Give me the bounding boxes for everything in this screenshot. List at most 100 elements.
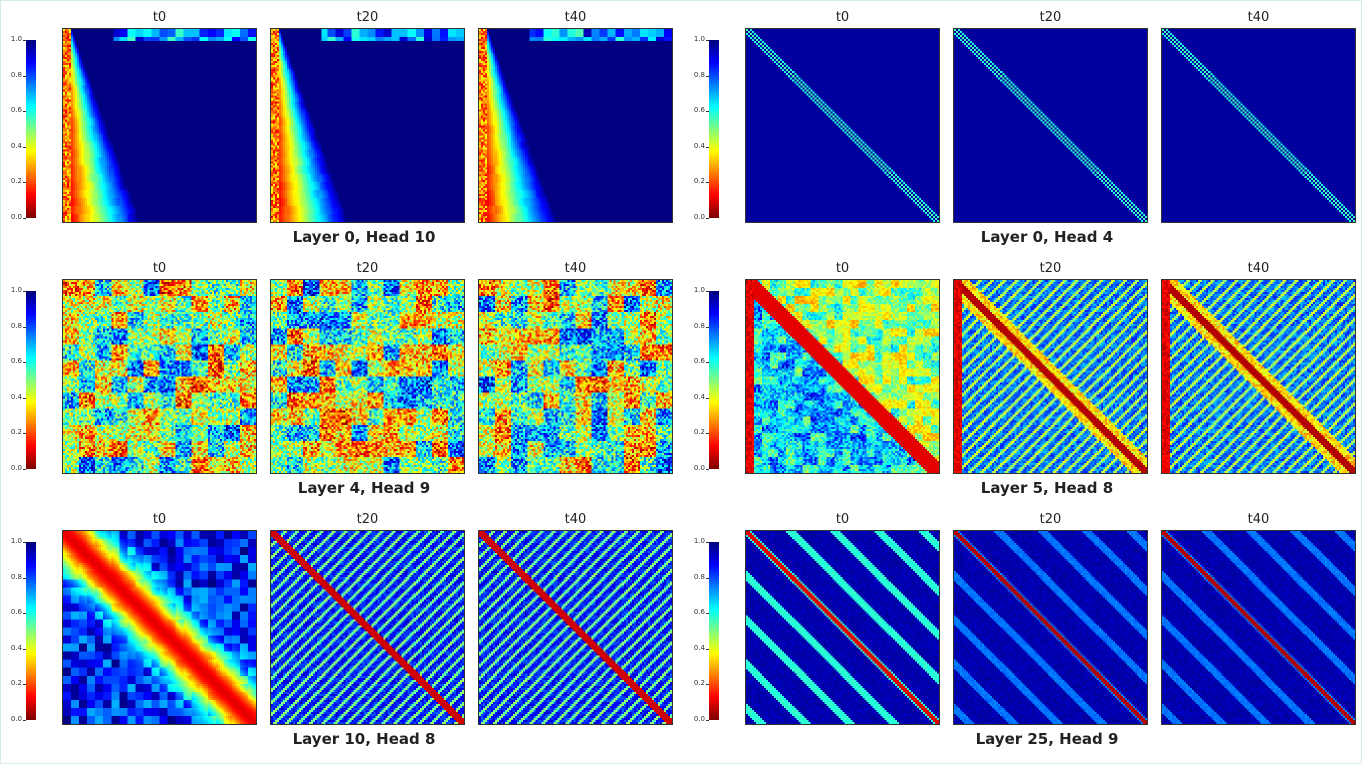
colorbar-tick — [706, 291, 709, 292]
heatmap-panel — [478, 279, 673, 474]
colorbar — [709, 542, 719, 720]
colorbar-tick-label: 0.2 — [10, 177, 22, 186]
heatmap-cells — [63, 531, 256, 724]
colorbar-tick-label: 0.6 — [693, 357, 705, 366]
colorbar-tick — [23, 613, 26, 615]
panel-title: t0 — [835, 261, 850, 276]
panel-title: t0 — [152, 10, 167, 25]
heatmap-cells — [479, 531, 672, 724]
heatmap-cells — [746, 531, 939, 724]
colorbar-tick-label: 0.8 — [10, 321, 22, 330]
panel-title: t20 — [1039, 512, 1062, 527]
colorbar-tick-label: 0.8 — [693, 572, 705, 581]
colorbar-tick-label: 0.4 — [10, 141, 22, 150]
panel-title: t20 — [356, 261, 379, 276]
colorbar-tick — [706, 40, 709, 41]
panel-title: t0 — [835, 512, 850, 527]
heatmap-cells — [746, 29, 939, 222]
heatmap-group: 0.0 0.2 0.4 0.6 0.8 1.0 t0 t20 t40 Layer 25, Head… — [683, 502, 1362, 753]
colorbar-tick — [23, 146, 26, 148]
colorbar-tick-label: 0.0 — [693, 464, 705, 472]
colorbar-tick — [23, 75, 26, 77]
heatmap-group: 0.0 0.2 0.4 0.6 0.8 1.0 t0 t20 t40 Layer 4, Head … — [0, 251, 679, 502]
panel-title: t0 — [152, 512, 167, 527]
heatmap-panel — [953, 530, 1148, 725]
colorbar-tick-label: 0.6 — [693, 106, 705, 115]
colorbar — [709, 40, 719, 218]
panel-title: t40 — [564, 512, 587, 527]
panel-title: t20 — [356, 10, 379, 25]
colorbar-tick — [706, 542, 709, 543]
heatmap-panel — [745, 530, 940, 725]
colorbar-tick — [23, 218, 26, 219]
colorbar-tick-label: 0.6 — [10, 357, 22, 366]
heatmap-cells — [954, 29, 1147, 222]
panel-title: t0 — [835, 10, 850, 25]
colorbar-tick — [23, 469, 26, 470]
colorbar-tick — [23, 40, 26, 41]
colorbar-tick — [706, 75, 709, 77]
heatmap-panel — [953, 28, 1148, 223]
colorbar-tick — [706, 146, 709, 148]
panel-title: t40 — [564, 261, 587, 276]
heatmap-group-title: Layer 25, Head 9 — [975, 730, 1119, 748]
colorbar-tick — [23, 326, 26, 328]
heatmap-cells — [271, 280, 464, 473]
colorbar-tick-label: 0.6 — [10, 608, 22, 617]
heatmap-group: 0.0 0.2 0.4 0.6 0.8 1.0 t0 t20 t40 Layer 0, Head … — [0, 0, 679, 251]
heatmap-group: 0.0 0.2 0.4 0.6 0.8 1.0 t0 t20 t40 Layer 10, Head… — [0, 502, 679, 753]
colorbar-tick-label: 0.2 — [693, 428, 705, 437]
heatmap-cells — [1162, 531, 1355, 724]
colorbar-tick — [23, 362, 26, 364]
colorbar-tick-label: 0.2 — [10, 679, 22, 688]
colorbar-tick-label: 0.6 — [10, 106, 22, 115]
colorbar-tick-label: 1.0 — [10, 35, 22, 43]
colorbar-tick-label: 0.0 — [10, 715, 22, 723]
colorbar-tick-label: 0.8 — [10, 70, 22, 79]
colorbar — [709, 291, 719, 469]
colorbar-tick — [706, 111, 709, 113]
colorbar-tick — [706, 433, 709, 435]
panel-title: t40 — [1247, 10, 1270, 25]
heatmap-cells — [954, 280, 1147, 473]
heatmap-cells — [271, 531, 464, 724]
panel-title: t40 — [1247, 261, 1270, 276]
panel-title: t20 — [1039, 261, 1062, 276]
heatmap-panel — [270, 530, 465, 725]
colorbar-tick-label: 0.0 — [10, 464, 22, 472]
colorbar-tick — [706, 397, 709, 399]
heatmap-group-title: Layer 10, Head 8 — [292, 730, 436, 748]
heatmap-cells — [271, 29, 464, 222]
heatmap-group-title: Layer 0, Head 4 — [980, 228, 1114, 246]
colorbar-tick — [706, 577, 709, 579]
colorbar-tick-label: 0.0 — [10, 213, 22, 221]
heatmap-cells — [63, 29, 256, 222]
colorbar-tick — [706, 362, 709, 364]
panel-title: t40 — [1247, 512, 1270, 527]
colorbar-tick — [23, 542, 26, 543]
heatmap-panel — [745, 28, 940, 223]
colorbar-tick — [23, 684, 26, 686]
colorbar-tick — [706, 684, 709, 686]
colorbar-tick-label: 0.4 — [693, 392, 705, 401]
heatmap-panel — [478, 530, 673, 725]
colorbar-tick-label: 1.0 — [10, 537, 22, 545]
colorbar-tick-label: 0.8 — [693, 321, 705, 330]
colorbar-tick — [23, 648, 26, 650]
colorbar-tick — [23, 720, 26, 721]
colorbar-tick — [706, 720, 709, 721]
heatmap-group: 0.0 0.2 0.4 0.6 0.8 1.0 t0 t20 t40 Layer 5, Head … — [683, 251, 1362, 502]
heatmap-group-title: Layer 4, Head 9 — [297, 479, 431, 497]
colorbar-tick-label: 0.4 — [10, 392, 22, 401]
heatmap-group-title: Layer 0, Head 10 — [292, 228, 436, 246]
panel-title: t40 — [564, 10, 587, 25]
heatmap-panel — [1161, 279, 1356, 474]
colorbar-tick-label: 0.4 — [693, 643, 705, 652]
colorbar-tick-label: 0.0 — [693, 213, 705, 221]
panel-title: t20 — [1039, 10, 1062, 25]
colorbar-tick-label: 1.0 — [693, 537, 705, 545]
colorbar-tick — [706, 648, 709, 650]
colorbar-tick — [706, 469, 709, 470]
heatmap-panel — [270, 279, 465, 474]
colorbar-tick — [23, 397, 26, 399]
